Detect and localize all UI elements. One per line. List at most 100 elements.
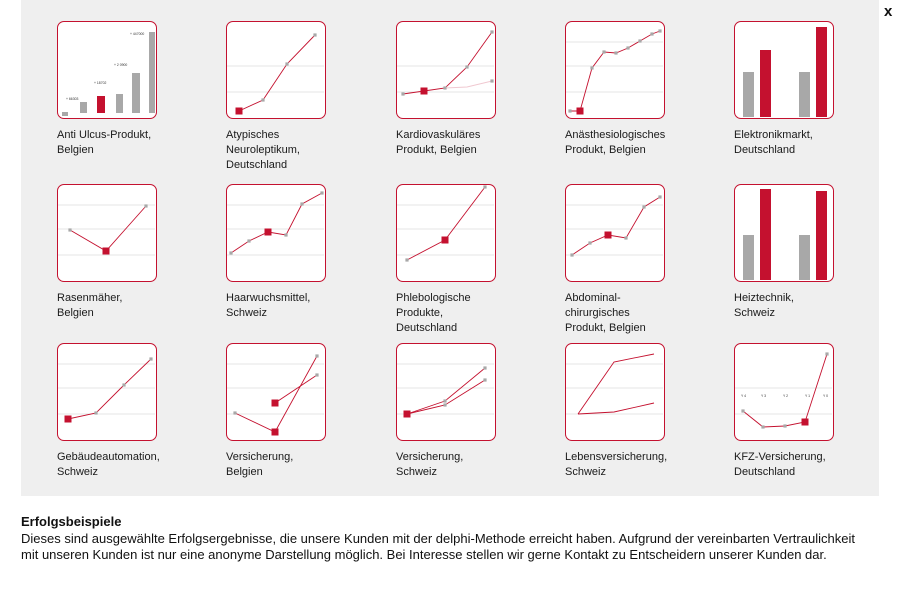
thumbnail-chart — [227, 33, 324, 115]
example-thumbnail[interactable]: + 66303 + 18702 + 2 0900 + 447000 — [57, 21, 157, 119]
example-thumbnail[interactable] — [565, 184, 665, 282]
example-thumbnail[interactable] — [226, 184, 326, 282]
bar — [149, 32, 155, 113]
caption-line: Schweiz — [226, 307, 267, 319]
example-caption: Heiztechnik, Schweiz — [734, 291, 874, 321]
data-point — [443, 86, 447, 90]
example-caption: Lebensversicherung, Schweiz — [565, 450, 705, 480]
caption-line: Deutschland — [396, 322, 458, 334]
example-thumbnail[interactable]: Y 4 Y 3 Y 2 Y 1 Y 0 — [734, 343, 834, 441]
caption-line: Produkte, — [396, 307, 444, 319]
bar — [743, 72, 754, 117]
data-point — [443, 403, 447, 407]
caption-line: Produkt, Belgien — [396, 144, 477, 156]
data-point — [261, 98, 265, 102]
thumbnail-chart — [227, 191, 324, 256]
series-line — [274, 374, 318, 404]
caption-line: Schweiz — [57, 466, 98, 478]
example-thumbnail[interactable] — [226, 343, 326, 441]
data-point — [405, 258, 409, 262]
data-point — [658, 195, 662, 199]
data-point — [320, 191, 324, 195]
series-line — [406, 367, 486, 415]
data-point — [483, 366, 487, 370]
thumbnail-chart — [743, 27, 827, 117]
data-point — [825, 352, 829, 356]
data-point — [570, 253, 574, 257]
example-caption: Anästhesiologisches Produkt, Belgien — [565, 128, 705, 158]
series-line — [67, 358, 152, 420]
caption-line: Gebäudeautomation, — [57, 451, 160, 463]
bar — [80, 102, 87, 113]
example-thumbnail[interactable] — [565, 343, 665, 441]
data-label: + 2 0900 — [114, 63, 127, 67]
example-thumbnail[interactable] — [57, 184, 157, 282]
example-thumbnail[interactable] — [226, 21, 326, 119]
data-point — [300, 202, 304, 206]
highlight-point — [271, 399, 279, 407]
thumbnail-chart — [566, 353, 663, 415]
caption-line: Heiztechnik, — [734, 292, 794, 304]
example-caption: Abdominal-chirurgisches Produkt, Belgien — [565, 291, 705, 336]
example-caption: Gebäudeautomation, Schweiz — [57, 450, 197, 480]
highlight-point — [604, 231, 612, 239]
data-point — [626, 46, 630, 50]
caption-line: Rasenmäher, — [57, 292, 123, 304]
data-point — [490, 30, 494, 34]
data-label: + 18702 — [94, 81, 106, 85]
data-label: Y 1 — [805, 394, 810, 398]
data-point — [658, 29, 662, 33]
data-point — [229, 251, 233, 255]
caption-line: Schweiz — [734, 307, 775, 319]
series-line — [230, 192, 323, 254]
data-point — [149, 357, 153, 361]
example-caption: Phlebologische Produkte, Deutschland — [396, 291, 536, 336]
highlight-point — [403, 410, 411, 418]
example-thumbnail[interactable] — [396, 343, 496, 441]
example-caption: Anti Ulcus-Produkt, Belgien — [57, 128, 197, 158]
series-line — [577, 402, 655, 415]
example-thumbnail[interactable] — [57, 343, 157, 441]
bar — [799, 235, 810, 280]
highlight-point — [64, 415, 72, 423]
data-point — [465, 65, 469, 69]
series-line — [571, 196, 661, 256]
data-point — [144, 204, 148, 208]
bar — [760, 189, 771, 280]
example-caption: KFZ-Versicherung, Deutschland — [734, 450, 874, 480]
thumbnail-chart — [58, 357, 155, 423]
data-point — [233, 411, 237, 415]
data-point — [313, 33, 317, 37]
close-button[interactable]: x — [884, 3, 893, 20]
thumbnail-chart — [566, 195, 663, 257]
caption-line: Deutschland — [734, 144, 796, 156]
data-point — [483, 185, 487, 189]
data-label: Y 3 — [761, 394, 766, 398]
example-thumbnail[interactable] — [396, 184, 496, 282]
example-caption: Versicherung, Belgien — [226, 450, 366, 480]
bar — [816, 191, 827, 280]
bar — [799, 72, 810, 117]
caption-line: Haarwuchsmittel, — [226, 292, 311, 304]
example-thumbnail[interactable] — [565, 21, 665, 119]
caption-line: Neuroleptikum, — [226, 144, 300, 156]
example-thumbnail[interactable] — [734, 21, 834, 119]
example-caption: Elektronikmarkt, Deutschland — [734, 128, 874, 158]
data-point — [284, 233, 288, 237]
caption-line: Deutschland — [734, 466, 796, 478]
data-point — [624, 236, 628, 240]
caption-line: Anti Ulcus-Produkt, — [57, 129, 152, 141]
examples-panel: + 66303 + 18702 + 2 0900 + 447000 Anti Ulcus… — [21, 0, 879, 496]
footer-text: Dieses sind ausgewählte Erfolgsergebniss… — [21, 531, 855, 562]
highlight-point — [264, 228, 272, 236]
series-line — [577, 353, 655, 415]
caption-line: Produkt, Belgien — [565, 322, 646, 334]
data-point — [783, 424, 787, 428]
highlight-point — [271, 428, 279, 436]
thumbnail-chart: Y 4 Y 3 Y 2 Y 1 Y 0 — [735, 352, 832, 429]
example-thumbnail[interactable] — [734, 184, 834, 282]
bar — [816, 27, 827, 117]
example-thumbnail[interactable] — [396, 21, 496, 119]
caption-line: chirurgisches — [565, 307, 630, 319]
data-label: + 447000 — [130, 32, 144, 36]
